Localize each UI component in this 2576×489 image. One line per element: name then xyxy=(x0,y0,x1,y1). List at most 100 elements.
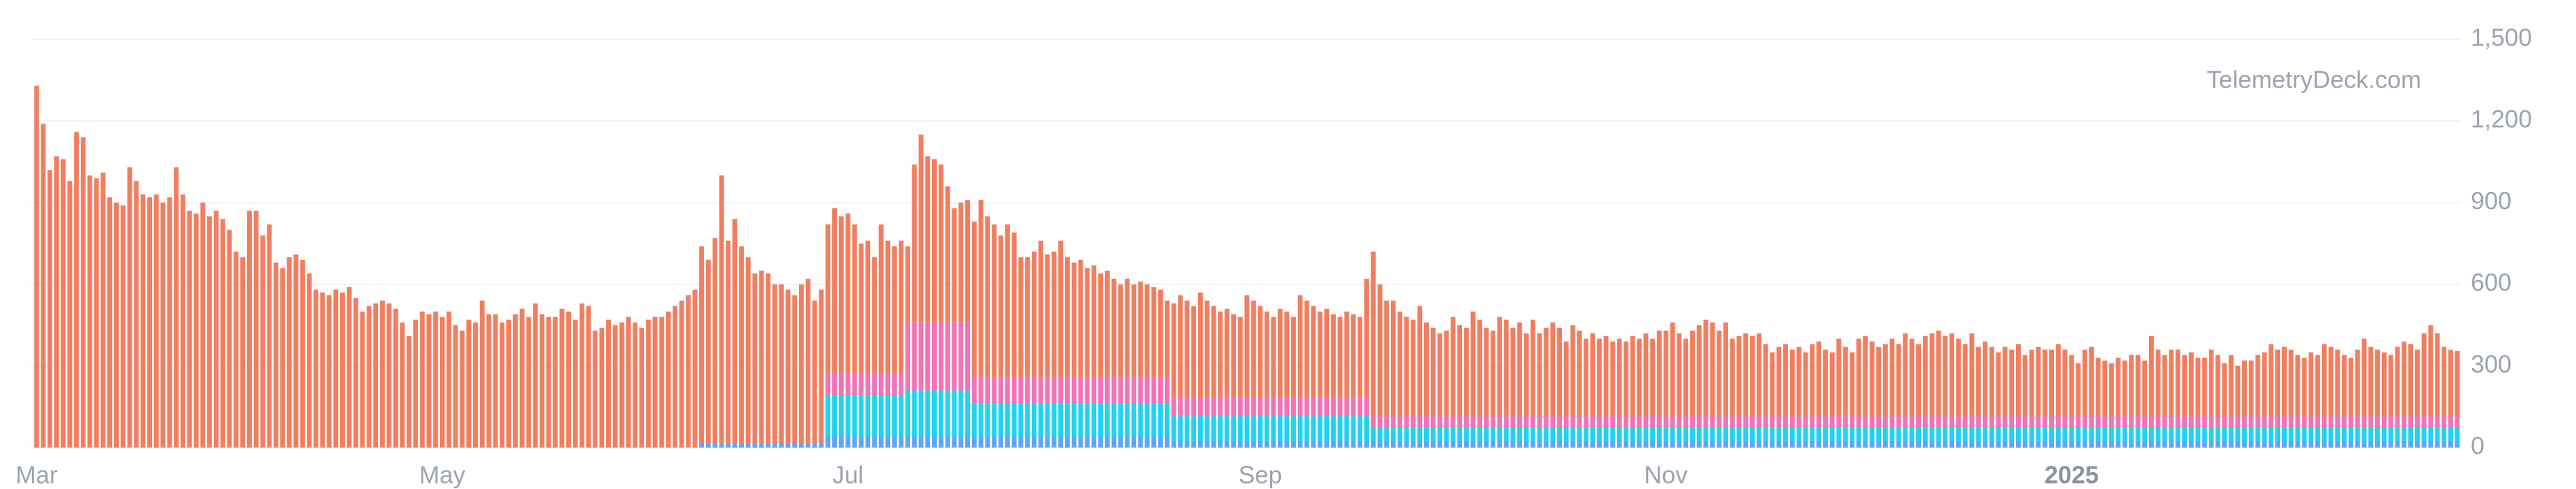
bar-segment xyxy=(1630,336,1635,416)
bar-segment xyxy=(2395,440,2400,448)
bar-segment xyxy=(1982,416,1988,427)
bar-segment xyxy=(2355,427,2360,441)
bar-segment xyxy=(2428,416,2433,427)
bar-segment xyxy=(865,436,871,448)
bar-segment xyxy=(1590,333,1595,416)
bar-segment xyxy=(2162,416,2167,427)
bar-segment xyxy=(918,134,924,323)
bar-segment xyxy=(1470,416,1476,427)
bar-segment xyxy=(772,443,777,448)
bar-segment xyxy=(2309,352,2314,416)
bar-segment xyxy=(1444,440,1449,448)
bar-segment xyxy=(1976,440,1981,448)
bar-segment xyxy=(992,376,997,404)
bar-segment xyxy=(2348,357,2353,416)
bar-segment xyxy=(1796,440,1802,448)
bar-segment xyxy=(1816,440,1822,448)
bar-segment xyxy=(1125,376,1130,404)
bar-segment xyxy=(2122,427,2127,441)
bar-segment xyxy=(2155,416,2161,427)
bar-segment xyxy=(1610,440,1616,448)
bar-segment xyxy=(1064,376,1070,404)
bar-segment xyxy=(2262,352,2267,416)
bar-segment xyxy=(1330,440,1336,448)
y-tick-label: 900 xyxy=(2471,187,2512,215)
bar-segment xyxy=(1603,336,1609,416)
bar-segment xyxy=(1484,440,1489,448)
bar-segment xyxy=(965,200,971,323)
bar-segment xyxy=(1670,322,1675,416)
bar-segment xyxy=(2095,440,2101,448)
bar-segment xyxy=(1151,287,1157,377)
bar-segment xyxy=(2182,416,2187,427)
bar-segment xyxy=(1544,440,1549,448)
bar-segment xyxy=(1637,440,1642,448)
bar-segment xyxy=(1523,333,1529,416)
bar-segment xyxy=(1038,376,1043,404)
bar-segment xyxy=(1231,440,1236,448)
bar-segment xyxy=(1098,436,1103,448)
bar-segment xyxy=(2262,416,2267,427)
bar-segment xyxy=(2169,416,2174,427)
bar-segment xyxy=(253,211,259,448)
bar-segment xyxy=(1218,416,1223,441)
bar-segment xyxy=(1284,440,1290,448)
bar-segment xyxy=(1783,440,1789,448)
bar-segment xyxy=(1723,322,1728,416)
bar-segment xyxy=(2009,427,2015,441)
bar-segment xyxy=(1863,416,1868,427)
bar-segment xyxy=(2388,440,2393,448)
bar-segment xyxy=(2375,349,2381,416)
bar-segment xyxy=(1736,416,1742,427)
bar-segment xyxy=(1251,300,1256,397)
bar-segment xyxy=(1903,333,1908,416)
bar-segment xyxy=(2375,440,2381,448)
bar-segment xyxy=(2275,440,2281,448)
bar-segment xyxy=(1078,403,1083,437)
bar-segment xyxy=(1850,352,1855,416)
bar-segment xyxy=(1643,427,1649,441)
bar-segment xyxy=(1776,440,1782,448)
bar-segment xyxy=(1876,440,1882,448)
bar-segment xyxy=(832,208,838,374)
bar-segment xyxy=(1929,416,1935,427)
bar-segment xyxy=(1324,416,1330,441)
bar-segment xyxy=(1869,427,1875,441)
bar-segment xyxy=(1045,403,1050,437)
bar-segment xyxy=(1490,416,1496,427)
bar-segment xyxy=(1717,330,1722,416)
bar-segment xyxy=(1597,440,1602,448)
bar-segment xyxy=(2315,416,2320,427)
bar-segment xyxy=(885,374,891,396)
bar-segment xyxy=(1151,376,1157,404)
bar-segment xyxy=(2095,357,2101,416)
bar-segment xyxy=(958,202,964,323)
bar-segment xyxy=(460,330,465,448)
bar-segment xyxy=(2342,416,2347,427)
bar-segment xyxy=(692,289,698,448)
bar-segment xyxy=(2055,344,2061,416)
bar-segment xyxy=(1889,338,1894,416)
bar-segment xyxy=(1151,436,1157,448)
bar-segment xyxy=(1178,295,1183,397)
bar-segment xyxy=(1071,262,1077,377)
bar-segment xyxy=(1916,344,1922,416)
bar-segment xyxy=(1610,341,1616,416)
bar-segment xyxy=(1164,403,1170,437)
bar-segment xyxy=(2402,416,2407,427)
bar-segment xyxy=(67,181,73,448)
bar-segment xyxy=(1584,440,1589,448)
bar-segment xyxy=(899,436,904,448)
bar-segment xyxy=(1617,416,1622,427)
bar-segment xyxy=(2242,360,2247,416)
bar-segment xyxy=(2255,355,2260,416)
bar-segment xyxy=(2062,427,2068,441)
bar-segment xyxy=(1351,416,1356,441)
bar-segment xyxy=(1843,427,1848,441)
bar-segment xyxy=(912,436,917,448)
bar-segment xyxy=(2109,416,2114,427)
bar-segment xyxy=(892,436,897,448)
bar-segment xyxy=(1244,295,1250,397)
y-tick-label: 1,200 xyxy=(2471,105,2532,133)
bar-segment xyxy=(2188,427,2194,441)
